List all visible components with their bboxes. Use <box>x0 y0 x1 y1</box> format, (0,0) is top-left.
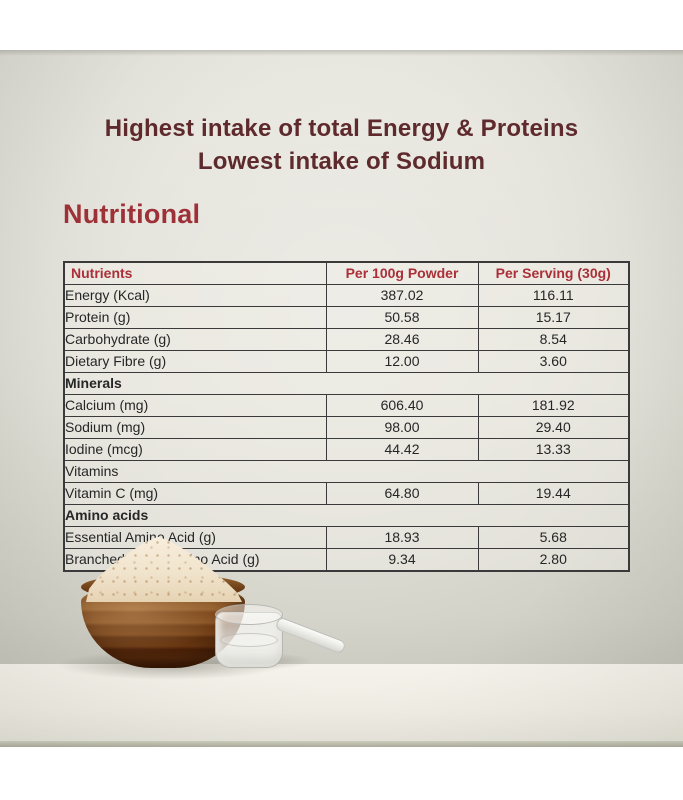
per-100g-cell: 606.40 <box>325 394 479 417</box>
section-label: Amino acids <box>63 504 630 527</box>
per-100g-cell: 98.00 <box>325 416 479 439</box>
nutrition-table-wrap: Nutrients Per 100g Powder Per Serving (30g… <box>63 261 630 572</box>
countertop-edge <box>0 741 683 747</box>
nutrient-cell: Protein (g) <box>63 306 327 329</box>
per-100g-cell: 28.46 <box>325 328 479 351</box>
per-serving-cell: 15.17 <box>477 306 630 329</box>
nutrient-cell: Vitamin C (mg) <box>63 482 327 505</box>
table-row: Protein (g) 50.58 15.17 <box>63 306 630 329</box>
section-row: Vitamins <box>63 460 630 483</box>
table-body: Energy (Kcal) 387.02 116.11 Protein (g) 50.5… <box>63 284 630 572</box>
per-serving-cell: 8.54 <box>477 328 630 351</box>
per-100g-cell: 12.00 <box>325 350 479 373</box>
section-row: Amino acids <box>63 504 630 527</box>
per-serving-cell: 13.33 <box>477 438 630 461</box>
photo-top-shade <box>0 50 683 56</box>
per-100g-cell: 18.93 <box>325 526 479 549</box>
section-label: Vitamins <box>63 460 630 483</box>
table-header-row: Nutrients Per 100g Powder Per Serving (30g… <box>63 261 630 285</box>
measuring-scoop-inner-line <box>220 633 278 647</box>
column-header-1: Per 100g Powder <box>325 261 479 285</box>
per-serving-cell: 29.40 <box>477 416 630 439</box>
nutrient-cell: Sodium (mg) <box>63 416 327 439</box>
table-row: Energy (Kcal) 387.02 116.11 <box>63 284 630 307</box>
nutrient-cell: Energy (Kcal) <box>63 284 327 307</box>
table-row: Dietary Fibre (g) 12.00 3.60 <box>63 350 630 373</box>
table-row: Essential Amino Acid (g) 18.93 5.68 <box>63 526 630 549</box>
per-100g-cell: 64.80 <box>325 482 479 505</box>
section-row: Minerals <box>63 372 630 395</box>
nutrient-cell: Essential Amino Acid (g) <box>63 526 327 549</box>
column-header-0: Nutrients <box>63 261 327 285</box>
column-header-2: Per Serving (30g) <box>477 261 630 285</box>
headline: Highest intake of total Energy & Protein… <box>0 112 683 178</box>
nutrition-table: Nutrients Per 100g Powder Per Serving (30g… <box>63 261 630 572</box>
per-100g-cell: 50.58 <box>325 306 479 329</box>
table-row: Sodium (mg) 98.00 29.40 <box>63 416 630 439</box>
per-serving-cell: 5.68 <box>477 526 630 549</box>
nutrient-cell: Iodine (mcg) <box>63 438 327 461</box>
nutrient-cell: Calcium (mg) <box>63 394 327 417</box>
measuring-scoop-rim <box>215 604 283 625</box>
countertop <box>0 664 683 741</box>
table-row: Iodine (mcg) 44.42 13.33 <box>63 438 630 461</box>
per-100g-cell: 387.02 <box>325 284 479 307</box>
per-100g-cell: 9.34 <box>325 548 479 572</box>
table-row: Vitamin C (mg) 64.80 19.44 <box>63 482 630 505</box>
headline-line2: Lowest intake of Sodium <box>197 148 486 175</box>
per-serving-cell: 181.92 <box>477 394 630 417</box>
nutrient-cell: Dietary Fibre (g) <box>63 350 327 373</box>
per-100g-cell: 44.42 <box>325 438 479 461</box>
nutrient-cell: Carbohydrate (g) <box>63 328 327 351</box>
table-row: Calcium (mg) 606.40 181.92 <box>63 394 630 417</box>
section-label: Minerals <box>63 372 630 395</box>
nutritional-title: Nutritional <box>63 199 201 229</box>
per-serving-cell: 2.80 <box>477 548 630 572</box>
per-serving-cell: 116.11 <box>477 284 630 307</box>
per-serving-cell: 19.44 <box>477 482 630 505</box>
headline-line1: Highest intake of total Energy & Protein… <box>104 115 579 142</box>
table-row: Carbohydrate (g) 28.46 8.54 <box>63 328 630 351</box>
per-serving-cell: 3.60 <box>477 350 630 373</box>
